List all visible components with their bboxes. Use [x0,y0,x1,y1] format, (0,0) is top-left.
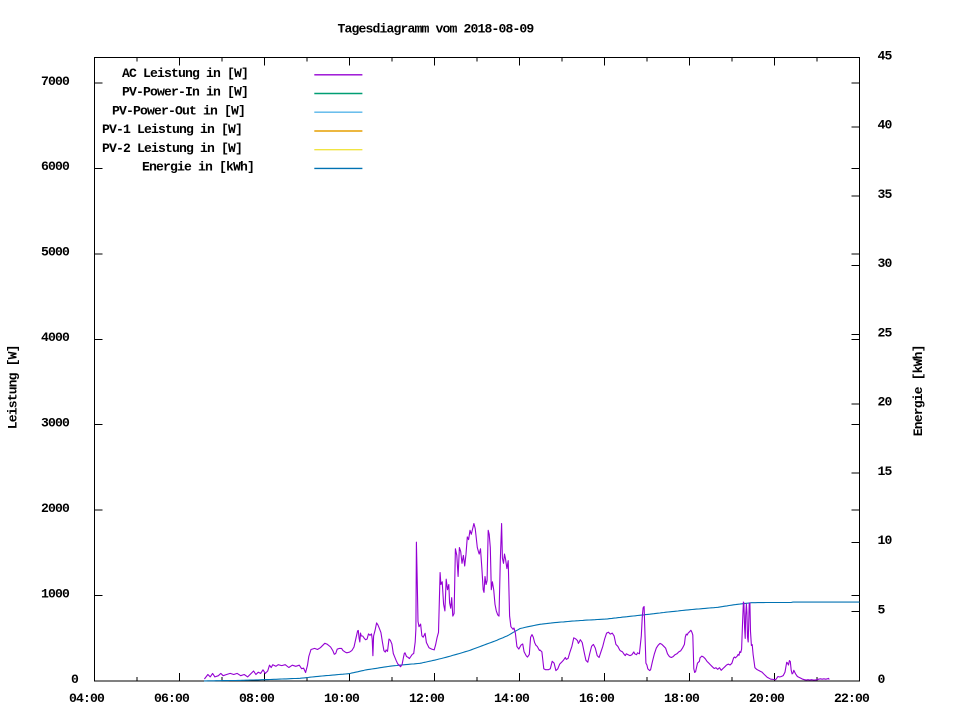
svg-text:Energie [kWh]: Energie [kWh] [911,345,926,436]
svg-text:12:00: 12:00 [409,691,445,706]
svg-text:18:00: 18:00 [664,691,700,706]
svg-text:2000: 2000 [41,501,70,516]
svg-text:7000: 7000 [41,74,70,89]
svg-text:4000: 4000 [41,330,70,345]
svg-text:30: 30 [878,256,893,271]
svg-text:6000: 6000 [41,159,70,174]
svg-text:08:00: 08:00 [239,691,275,706]
svg-text:16:00: 16:00 [579,691,615,706]
svg-text:5: 5 [878,603,886,618]
svg-text:0: 0 [878,672,886,687]
svg-text:15: 15 [878,464,893,479]
svg-text:10:00: 10:00 [324,691,360,706]
svg-text:40: 40 [878,118,893,133]
svg-text:Energie in [kWh]: Energie in [kWh] [142,160,254,175]
svg-text:35: 35 [878,187,893,202]
svg-text:04:00: 04:00 [69,691,105,706]
svg-text:22:00: 22:00 [834,691,870,706]
svg-text:1000: 1000 [41,586,70,601]
svg-text:3000: 3000 [41,416,70,431]
svg-text:PV-2 Leistung in [W]: PV-2 Leistung in [W] [102,141,242,156]
svg-text:20:00: 20:00 [749,691,785,706]
svg-text:PV-Power-Out in [W]: PV-Power-Out in [W] [112,103,245,118]
svg-text:45: 45 [878,48,893,63]
svg-text:0: 0 [71,672,79,687]
svg-text:PV-Power-In in [W]: PV-Power-In in [W] [122,85,248,100]
svg-text:5000: 5000 [41,245,70,260]
svg-text:06:00: 06:00 [154,691,190,706]
svg-text:Leistung [W]: Leistung [W] [6,345,21,429]
svg-text:20: 20 [878,395,893,410]
svg-text:25: 25 [878,325,893,340]
svg-text:14:00: 14:00 [494,691,530,706]
svg-text:PV-1 Leistung in [W]: PV-1 Leistung in [W] [102,122,242,137]
svg-text:Tagesdiagramm vom 2018-08-09: Tagesdiagramm vom 2018-08-09 [338,22,535,37]
svg-text:10: 10 [878,533,893,548]
svg-text:AC Leistung in [W]: AC Leistung in [W] [122,66,248,81]
